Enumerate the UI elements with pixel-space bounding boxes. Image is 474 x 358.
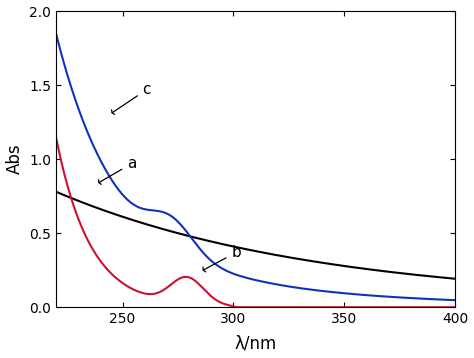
Text: b: b [203,245,241,272]
Text: c: c [111,82,151,115]
Y-axis label: Abs: Abs [6,144,24,174]
Text: a: a [99,156,137,184]
X-axis label: λ/nm: λ/nm [235,334,277,352]
